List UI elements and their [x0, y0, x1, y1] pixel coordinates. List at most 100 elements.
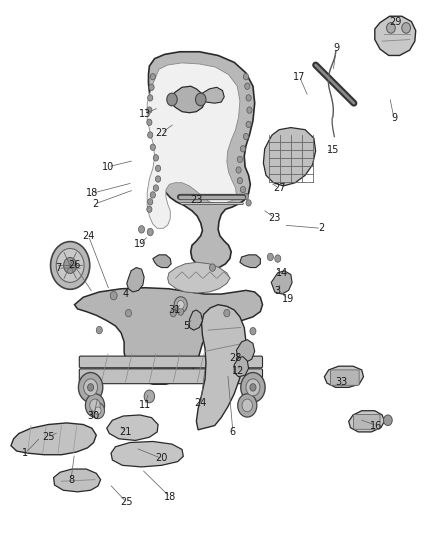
Circle shape: [150, 192, 155, 198]
Circle shape: [153, 185, 159, 191]
Text: 9: 9: [391, 113, 397, 123]
Text: 27: 27: [273, 183, 285, 193]
Circle shape: [246, 200, 251, 206]
Circle shape: [110, 292, 117, 300]
Text: 16: 16: [371, 421, 383, 431]
Circle shape: [209, 264, 215, 271]
Polygon shape: [349, 411, 385, 432]
Text: 8: 8: [68, 475, 74, 484]
Text: 14: 14: [276, 268, 288, 278]
Circle shape: [96, 326, 102, 334]
Circle shape: [224, 310, 230, 317]
Circle shape: [236, 167, 241, 173]
Polygon shape: [324, 366, 364, 387]
Text: 9: 9: [333, 43, 339, 53]
Text: 3: 3: [275, 286, 281, 296]
Text: 18: 18: [86, 188, 98, 198]
Circle shape: [246, 95, 251, 101]
Circle shape: [88, 384, 94, 391]
Circle shape: [244, 74, 249, 80]
Circle shape: [78, 373, 103, 402]
Text: 21: 21: [119, 427, 131, 437]
Circle shape: [153, 155, 159, 161]
Circle shape: [387, 22, 395, 33]
Circle shape: [84, 379, 98, 396]
Polygon shape: [153, 255, 171, 268]
Circle shape: [150, 144, 155, 150]
FancyBboxPatch shape: [330, 370, 359, 385]
Text: 17: 17: [293, 71, 306, 82]
Text: 30: 30: [88, 411, 100, 421]
Text: 10: 10: [102, 162, 114, 172]
Polygon shape: [111, 441, 184, 467]
Circle shape: [238, 394, 257, 417]
Circle shape: [177, 301, 184, 309]
FancyBboxPatch shape: [79, 369, 262, 384]
Circle shape: [148, 199, 153, 205]
Polygon shape: [53, 469, 101, 492]
Polygon shape: [375, 16, 416, 55]
Polygon shape: [148, 52, 254, 269]
Circle shape: [242, 399, 253, 412]
Polygon shape: [240, 255, 260, 268]
Text: 26: 26: [68, 261, 81, 270]
Text: 33: 33: [336, 377, 348, 387]
Circle shape: [167, 93, 177, 106]
Polygon shape: [169, 86, 205, 113]
FancyBboxPatch shape: [79, 356, 262, 368]
Circle shape: [56, 248, 84, 282]
Polygon shape: [201, 87, 224, 103]
Circle shape: [384, 415, 392, 425]
Circle shape: [147, 119, 152, 125]
Text: 2: 2: [318, 223, 325, 233]
Circle shape: [95, 407, 101, 415]
Text: 15: 15: [327, 145, 339, 155]
Circle shape: [267, 253, 273, 261]
Text: 5: 5: [183, 321, 190, 331]
Text: 19: 19: [134, 239, 146, 249]
Text: 24: 24: [194, 398, 207, 408]
Circle shape: [402, 22, 410, 33]
Text: 4: 4: [122, 289, 128, 299]
Circle shape: [85, 394, 105, 417]
Circle shape: [149, 84, 154, 91]
Polygon shape: [127, 268, 144, 292]
Circle shape: [148, 132, 153, 138]
Circle shape: [240, 146, 246, 152]
Circle shape: [147, 107, 152, 114]
Circle shape: [241, 373, 265, 402]
Circle shape: [138, 225, 145, 233]
Circle shape: [240, 187, 246, 193]
Circle shape: [90, 399, 100, 412]
Polygon shape: [237, 340, 254, 363]
Polygon shape: [11, 423, 96, 455]
Text: 23: 23: [190, 195, 202, 205]
Circle shape: [174, 297, 187, 313]
Polygon shape: [189, 310, 202, 330]
Text: 7: 7: [55, 263, 61, 273]
Text: 6: 6: [230, 427, 236, 437]
Circle shape: [246, 379, 260, 396]
Text: 22: 22: [155, 128, 168, 138]
Circle shape: [147, 206, 152, 213]
Text: 11: 11: [139, 400, 151, 410]
Circle shape: [244, 193, 249, 200]
Circle shape: [144, 390, 155, 403]
Circle shape: [178, 308, 184, 316]
Circle shape: [50, 241, 90, 289]
Circle shape: [246, 121, 251, 127]
Text: 18: 18: [164, 492, 177, 502]
Circle shape: [170, 310, 177, 317]
Circle shape: [125, 310, 131, 317]
Circle shape: [250, 384, 256, 391]
FancyBboxPatch shape: [353, 415, 380, 429]
Text: 25: 25: [42, 432, 55, 442]
Polygon shape: [74, 288, 262, 384]
Polygon shape: [168, 262, 230, 293]
Text: 2: 2: [92, 199, 98, 209]
Text: 28: 28: [230, 353, 242, 362]
Circle shape: [245, 83, 250, 90]
Text: 25: 25: [120, 497, 133, 507]
Polygon shape: [147, 63, 240, 228]
Circle shape: [147, 228, 153, 236]
